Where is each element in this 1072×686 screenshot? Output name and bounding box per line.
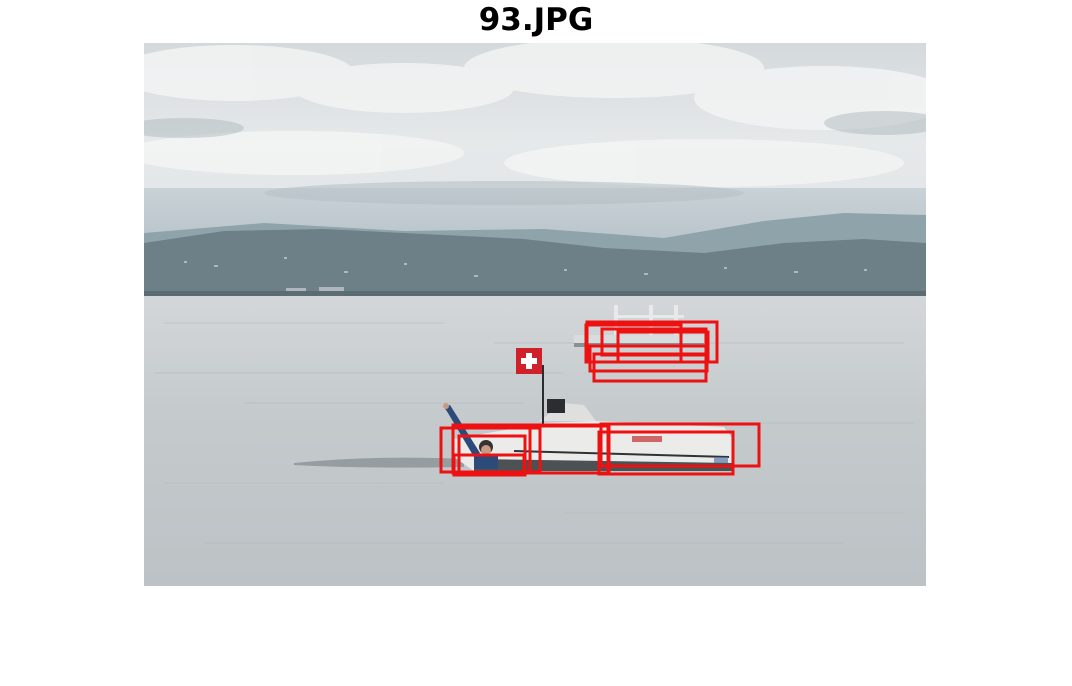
shoreline [144,291,926,296]
detection-boxes [439,320,761,477]
detection-box [528,424,610,475]
photo-canvas [144,43,926,586]
hills-near [144,229,926,295]
detection-box [599,422,761,468]
clouds [144,43,926,187]
figure-title: 93.JPG [478,2,594,38]
water-ripples [154,322,914,544]
person [443,403,498,469]
detection-box [597,430,735,476]
photo [144,43,926,586]
boat-wake [294,457,464,468]
detection-box [592,352,708,383]
swiss-flag [516,348,542,374]
detection-box [452,453,526,477]
